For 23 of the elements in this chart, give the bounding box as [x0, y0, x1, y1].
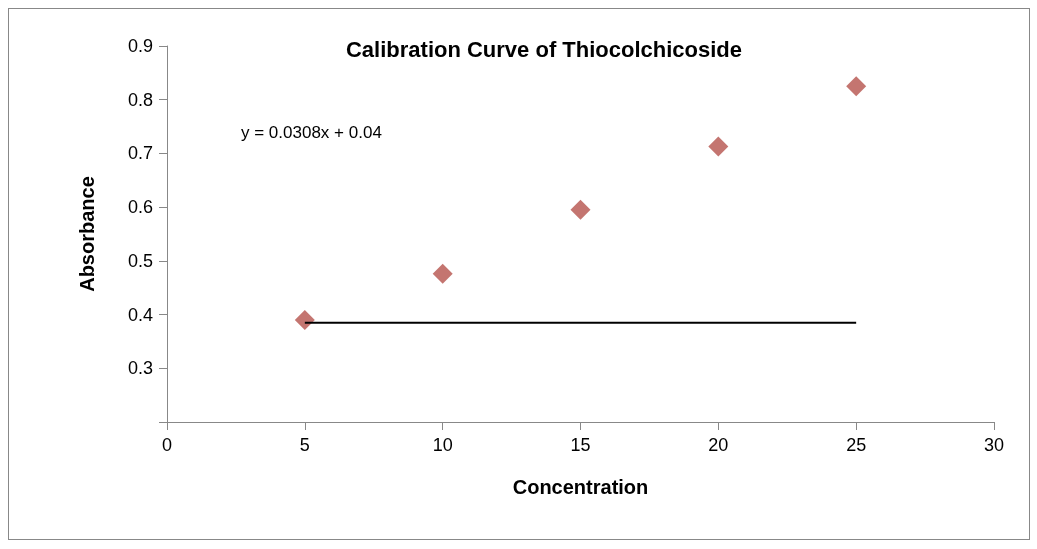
x-axis-title: Concentration [512, 476, 649, 498]
point [708, 136, 729, 157]
point [432, 263, 453, 284]
annotation: y = 0.0308x + 0.04 [241, 123, 382, 142]
y-tick-label: 0.5 [127, 250, 153, 271]
x-tick-label: 25 [846, 435, 867, 455]
y-tick-label: 0.6 [127, 197, 153, 218]
x-tick-label: 15 [570, 435, 591, 455]
y-tick-label: 0.9 [127, 36, 153, 56]
y-tick-label: 0.8 [127, 89, 153, 110]
chart-title: Calibration Curve of Thiocolchicoside [345, 36, 743, 62]
point [846, 76, 867, 97]
y-tick-label: 0.7 [127, 143, 153, 164]
point [294, 309, 315, 330]
x-tick-label: 20 [708, 435, 729, 455]
y-tick-label: 0.4 [127, 304, 153, 325]
point [570, 199, 591, 220]
y-axis-title: Absorbance [76, 176, 98, 292]
x-tick-label: 5 [299, 435, 310, 455]
x-tick-label: 0 [161, 435, 173, 455]
y-tick-label: 0.3 [127, 358, 153, 379]
x-tick-label: 10 [432, 435, 453, 455]
x-tick-label: 30 [983, 435, 1005, 455]
